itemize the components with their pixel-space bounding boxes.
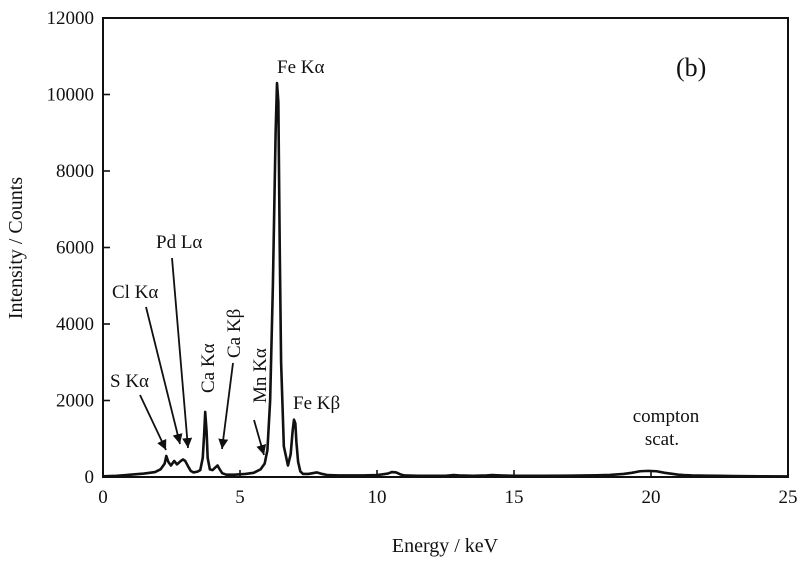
- arrow-pd-la: [171, 257, 193, 449]
- x-tick-label: 25: [779, 487, 798, 508]
- x-tick-label: 0: [98, 487, 108, 508]
- annotation-scat: scat.: [645, 429, 679, 450]
- y-tick-label: 10000: [47, 85, 95, 106]
- annotation-mn-ka: Mn Kα: [250, 348, 271, 403]
- y-tick-label: 8000: [56, 161, 94, 182]
- x-axis-title: Energy / keV: [392, 535, 499, 557]
- y-axis-ticks: 0 2000 4000 6000 8000 10000 12000: [47, 8, 110, 488]
- annotation-arrows: [139, 257, 267, 456]
- annotation-ca-ka: Ca Kα: [198, 343, 219, 393]
- x-tick-label: 20: [642, 487, 661, 508]
- annotation-cl-ka: Cl Kα: [112, 282, 158, 303]
- series-line-spectrum: [102, 81, 789, 478]
- annotation-ca-kb: Ca Kβ: [224, 309, 245, 358]
- arrow-cl-ka: [145, 306, 183, 445]
- arrow-s-ka: [139, 394, 167, 451]
- annotation-fe-kb: Fe Kβ: [293, 393, 340, 414]
- annotation-fe-ka: Fe Kα: [277, 57, 324, 78]
- annotation-s-ka: S Kα: [110, 371, 149, 392]
- x-tick-label: 10: [368, 487, 387, 508]
- y-tick-label: 4000: [56, 314, 94, 335]
- annotation-compton: compton: [633, 406, 700, 427]
- x-tick-label: 5: [235, 487, 245, 508]
- arrow-mn-ka: [253, 419, 267, 456]
- x-tick-label: 15: [505, 487, 524, 508]
- y-tick-label: 0: [85, 467, 95, 488]
- annotation-pd-la: Pd Lα: [156, 232, 202, 253]
- panel-label: (b): [676, 53, 706, 82]
- y-tick-label: 12000: [47, 8, 95, 29]
- y-axis-title: Intensity / Counts: [5, 177, 27, 319]
- y-tick-label: 6000: [56, 238, 94, 259]
- y-tick-label: 2000: [56, 391, 94, 412]
- arrow-ca-kb: [218, 362, 234, 450]
